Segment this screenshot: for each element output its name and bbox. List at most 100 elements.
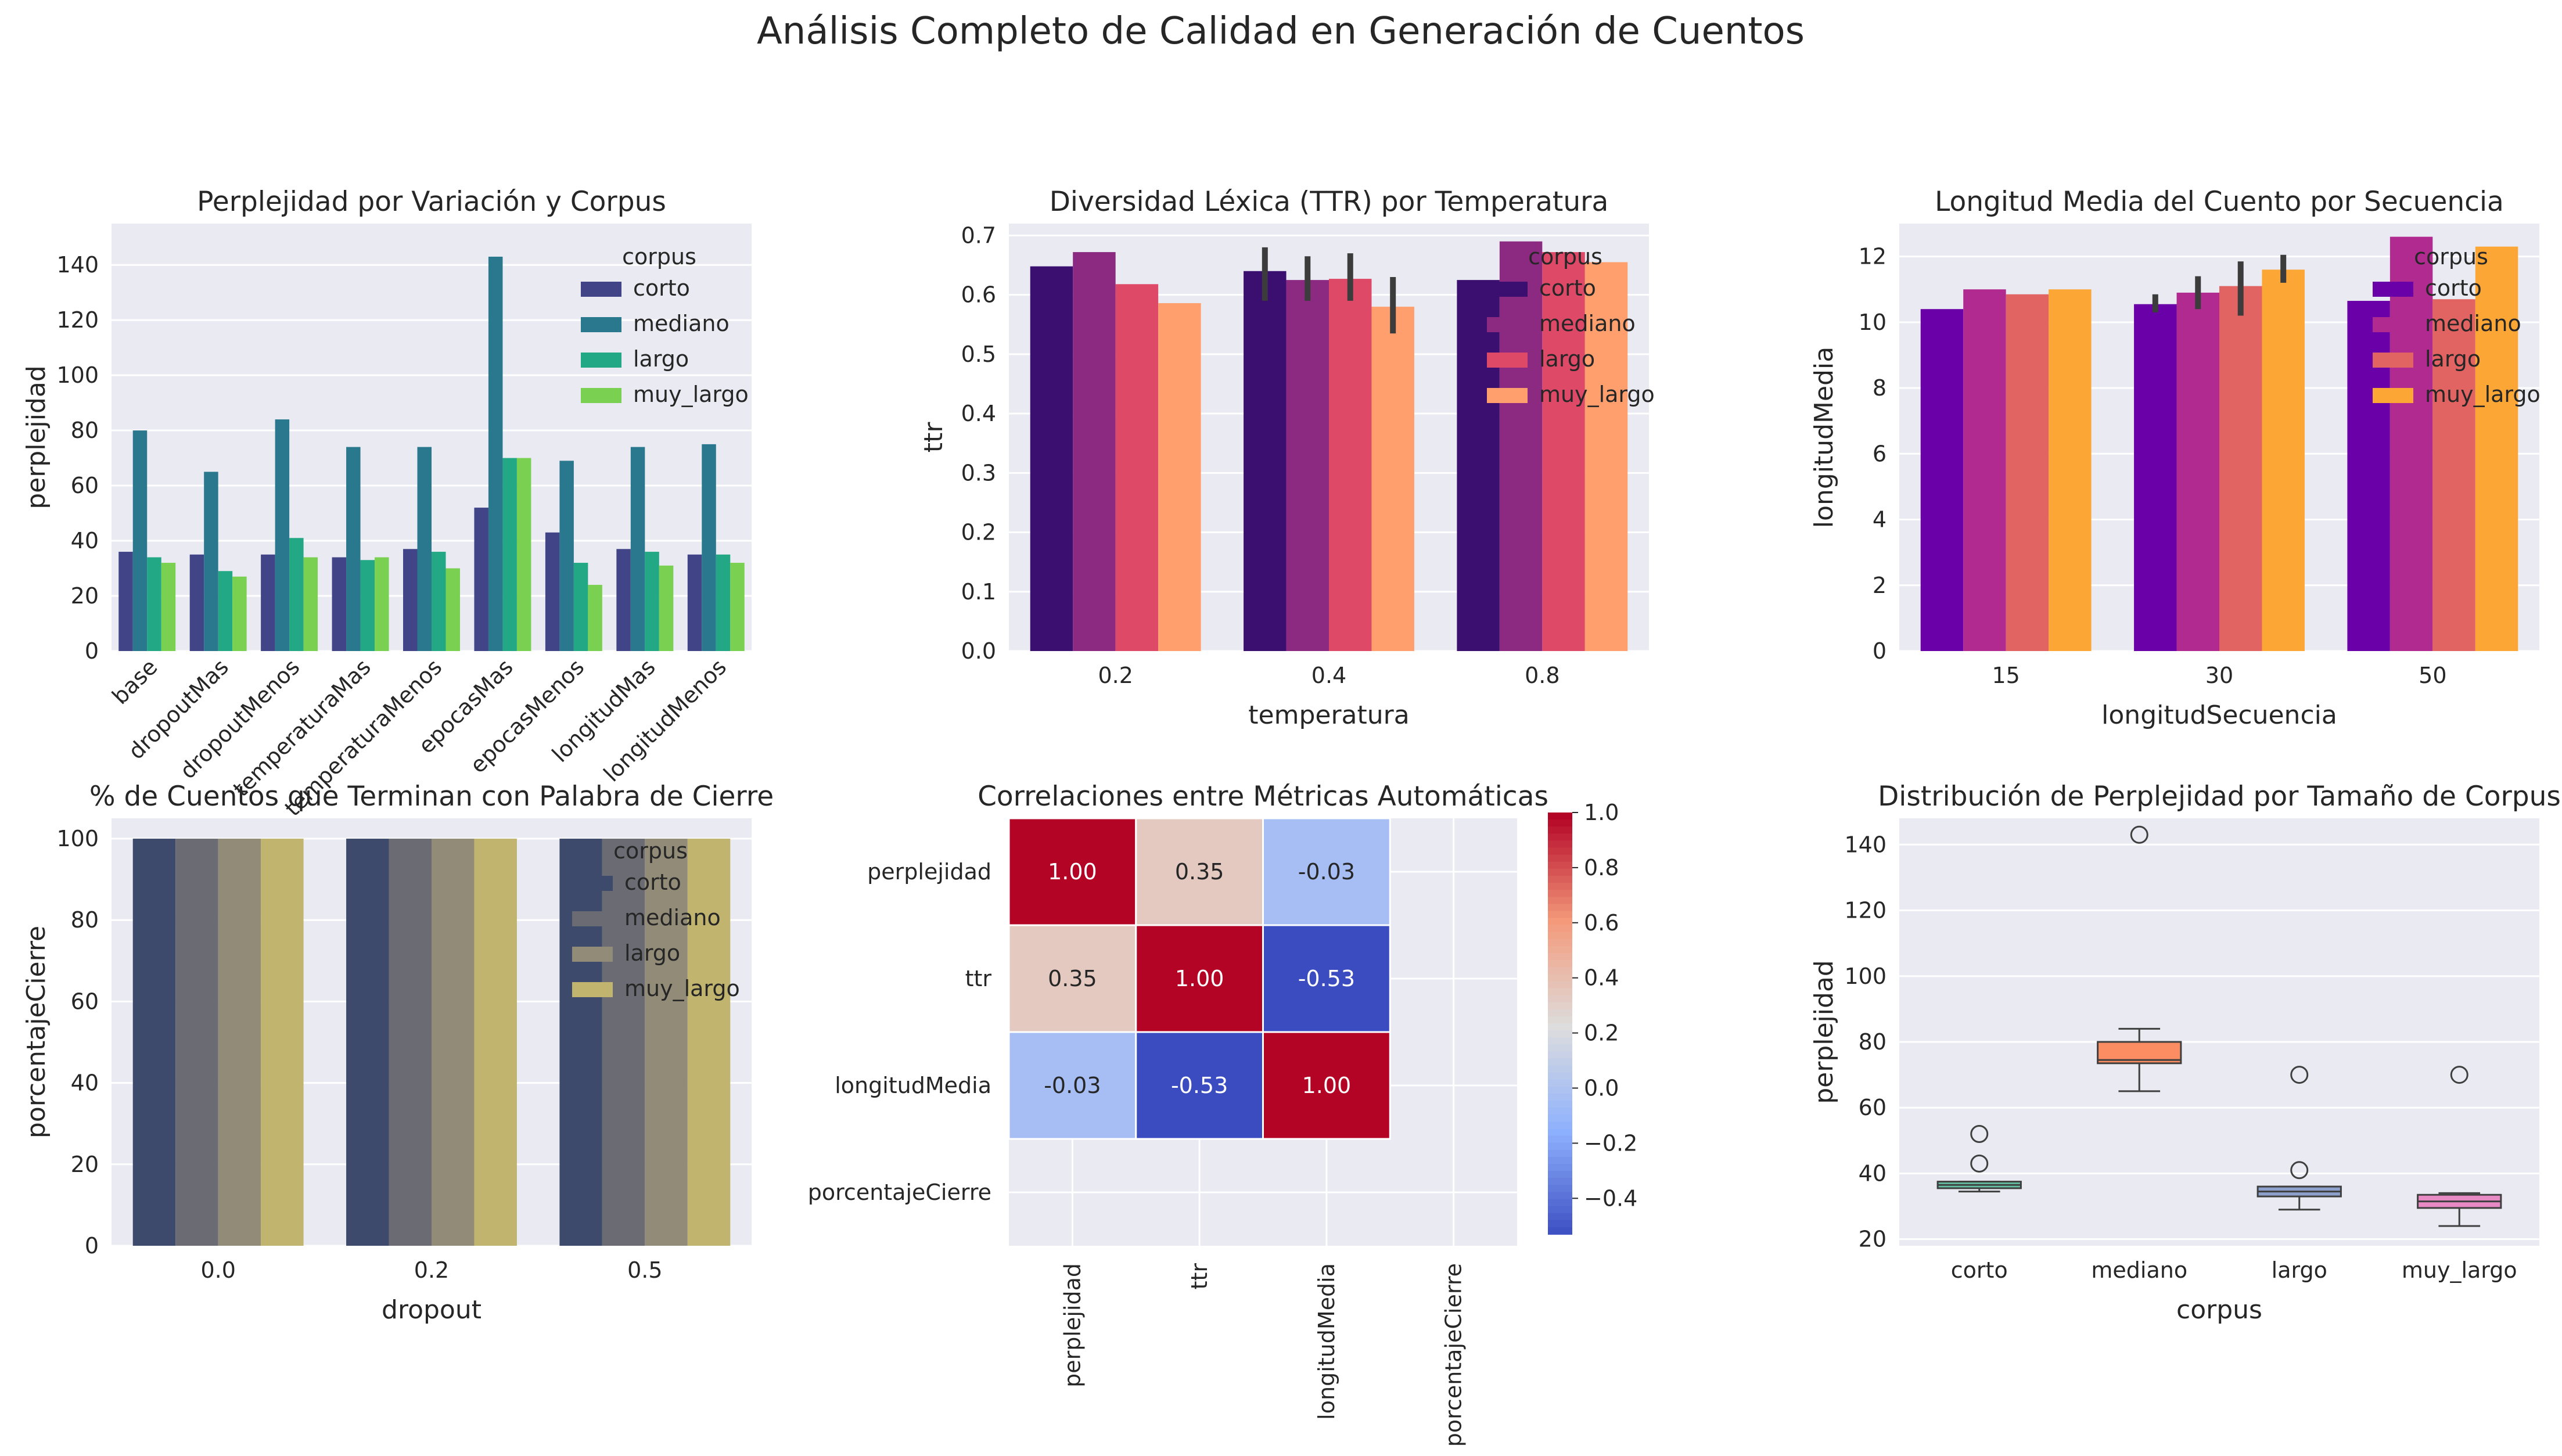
y-tick-label: 120 (1844, 898, 1887, 923)
x-tick-label: 15 (1992, 663, 2020, 688)
colorbar-segment (1548, 1156, 1572, 1164)
bar (289, 538, 304, 651)
x-tick-label: temperaturaMas (228, 654, 376, 801)
y-tick-label: 0.5 (961, 341, 996, 367)
cell-value: -0.03 (1044, 1073, 1101, 1098)
legend-swatch (572, 876, 613, 891)
panel-title: Correlaciones entre Métricas Automáticas (978, 781, 1548, 813)
colorbar-segment (1548, 826, 1572, 835)
x-tick-label: longitudMenos (599, 654, 731, 786)
colorbar-segment (1548, 911, 1572, 919)
bar (132, 430, 148, 651)
colorbar-segment (1548, 847, 1572, 855)
x-tick-label: 0.2 (1098, 663, 1133, 688)
bar (232, 576, 247, 651)
colorbar-segment (1548, 1009, 1572, 1017)
x-tick-label: 0.5 (627, 1257, 662, 1283)
panel-p4: 0 20 40 60 80 100 % de Cuentos que Terminan co… (21, 781, 774, 1325)
cell-value: 0.35 (1048, 966, 1097, 991)
colorbar-segment (1548, 1192, 1572, 1200)
colorbar-tick-label: 1.0 (1584, 800, 1619, 825)
colorbar-segment (1548, 868, 1572, 876)
colorbar-segment (1548, 1101, 1572, 1109)
legend-label: largo (624, 940, 680, 966)
colorbar-segment (1548, 981, 1572, 989)
bar (2262, 269, 2305, 651)
bar (403, 549, 418, 651)
bar (1158, 303, 1201, 651)
bar (132, 839, 176, 1246)
colorbar-segment (1548, 1079, 1572, 1087)
y-tick-label: ttr (965, 966, 992, 991)
legend-swatch (1487, 317, 1528, 332)
x-tick-label: largo (2272, 1257, 2327, 1283)
heatmap-cell (1262, 924, 1391, 1033)
colorbar-segment (1548, 890, 1572, 898)
legend-swatch (581, 317, 621, 332)
bar (2432, 299, 2475, 651)
colorbar-segment (1548, 1213, 1572, 1221)
y-tick-label: 80 (71, 418, 99, 443)
y-tick-label: 100 (56, 826, 99, 851)
bar (630, 447, 645, 651)
bar (204, 472, 218, 651)
x-tick-label: muy_largo (2402, 1257, 2517, 1283)
figure-suptitle: Análisis Completo de Calidad en Generaci… (757, 10, 1805, 53)
colorbar-segment (1548, 1030, 1572, 1038)
bar (2389, 236, 2433, 652)
y-tick-label: 0.2 (961, 520, 996, 545)
legend-swatch (581, 353, 621, 368)
y-tick-label: 20 (1859, 1227, 1887, 1252)
colorbar-segment (1548, 1135, 1572, 1144)
bar (659, 565, 674, 651)
bar (346, 839, 389, 1246)
y-tick-label: 10 (1859, 310, 1887, 335)
bar (1329, 279, 1372, 652)
y-tick-label: perplejidad (867, 859, 991, 885)
legend-label: mediano (2425, 311, 2521, 336)
colorbar-segment (1548, 1121, 1572, 1130)
legend-label: largo (1539, 346, 1595, 372)
colorbar-segment (1548, 939, 1572, 947)
bar (1286, 280, 1329, 652)
colorbar-segment (1548, 932, 1572, 940)
colorbar-tick-label: 0.0 (1584, 1076, 1619, 1101)
colorbar-segment (1548, 1164, 1572, 1172)
y-tick-label: 20 (71, 583, 99, 609)
panel-title: Perplejidad por Variación y Corpus (197, 186, 666, 218)
colorbar-tick-label: 0.6 (1584, 910, 1619, 936)
y-axis-label: longitudMedia (1809, 347, 1839, 528)
y-tick-label: 60 (71, 473, 99, 498)
y-tick-label: 0.3 (961, 460, 996, 486)
bar (261, 554, 275, 651)
y-axis-label: perplejidad (1809, 960, 1839, 1104)
legend-swatch (1487, 282, 1528, 297)
bar (332, 557, 347, 651)
legend-label: muy_largo (1539, 382, 1655, 407)
y-tick-label: longitudMedia (835, 1073, 991, 1098)
x-tick-label: 0.8 (1525, 663, 1560, 688)
y-tick-label: 80 (71, 907, 99, 933)
bar (702, 444, 716, 651)
legend-label: corto (2425, 275, 2482, 301)
bar (716, 554, 731, 651)
x-tick-label: 0.4 (1311, 663, 1346, 688)
cell-value: -0.03 (1298, 859, 1355, 885)
panel-p6: 20 40 60 80 100 120 140 Distribución de Perplej… (1809, 781, 2561, 1325)
colorbar-segment (1548, 1094, 1572, 1102)
bar (474, 839, 517, 1246)
x-tick-label: perplejidad (1059, 1263, 1085, 1387)
bar (1371, 307, 1414, 651)
colorbar-segment (1548, 1037, 1572, 1045)
colorbar-segment (1548, 1065, 1572, 1073)
colorbar-segment (1548, 904, 1572, 912)
legend-swatch (572, 947, 613, 962)
colorbar-segment (1548, 1142, 1572, 1151)
y-tick-label: 20 (71, 1152, 99, 1177)
y-tick-label: 40 (1859, 1160, 1887, 1186)
colorbar-segment (1548, 995, 1572, 1003)
cell-value: 1.00 (1048, 859, 1097, 885)
colorbar-segment (1548, 1171, 1572, 1179)
bar (559, 839, 602, 1246)
colorbar-segment (1548, 945, 1572, 954)
